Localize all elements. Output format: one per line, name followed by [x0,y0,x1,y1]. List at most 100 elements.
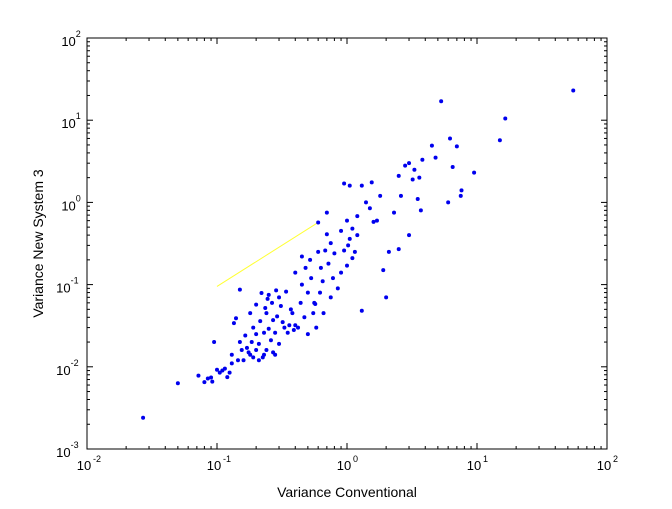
y-tick-exponent: -3 [71,440,79,450]
x-tick-exponent: -2 [93,454,101,464]
data-point [231,321,236,326]
data-point [355,214,360,219]
series-points-group [141,88,576,420]
data-point [298,300,303,305]
data-point [330,276,335,281]
x-tick-base: 10 [207,458,221,473]
data-point [381,268,386,273]
data-point [215,367,219,372]
data-point [262,352,267,357]
data-point [229,361,234,366]
data-point [175,381,180,386]
data-point [313,302,318,307]
y-tick-base: 10 [56,281,70,296]
data-point [275,314,280,319]
data-point [234,316,238,321]
data-point [266,326,271,331]
data-point [345,218,349,223]
data-point [229,352,234,357]
data-point [571,88,576,93]
x-tick-base: 10 [337,458,351,473]
data-point [332,251,337,256]
data-point [280,320,285,325]
data-point [290,311,295,316]
x-tick-exponent: 1 [483,454,488,464]
data-point [326,261,331,266]
data-point [270,300,275,305]
data-point [291,328,296,333]
data-point [262,330,267,335]
data-point [212,340,217,345]
data-point [296,325,301,330]
data-point [141,415,146,420]
reference-line [216,222,319,287]
data-point [328,241,333,246]
data-point [235,358,240,363]
data-point [259,291,264,296]
y-tick-label: 10 -2 [56,358,78,378]
data-point [248,352,253,357]
data-point [225,375,230,380]
data-point [359,308,364,313]
data-point [299,282,304,287]
data-point [359,183,364,188]
data-point [237,287,242,292]
data-point [254,302,259,307]
data-point [258,319,263,324]
data-point [249,340,254,345]
data-point [503,116,508,121]
data-point [417,175,422,180]
data-point [303,265,308,270]
data-point [293,323,298,328]
x-tick-label: 10 1 [467,454,488,473]
data-point [364,200,368,205]
data-point [407,233,412,238]
y-tick-exponent: -2 [71,358,79,368]
data-point [248,311,253,316]
data-point [369,180,374,185]
axis-ticks [86,37,608,450]
data-point [324,232,329,237]
data-point [254,332,259,337]
data-point [227,370,232,375]
data-point [265,296,270,301]
data-point [284,289,289,294]
y-tick-exponent: 2 [76,29,81,39]
x-tick-base: 10 [467,458,481,473]
data-point [285,330,290,335]
y-tick-base: 10 [61,198,75,213]
data-point [458,193,463,198]
data-point [350,256,355,261]
data-point [407,161,412,166]
data-point [282,325,287,330]
data-point [320,279,325,284]
data-point [318,290,323,295]
data-point [318,265,323,270]
y-tick-exponent: 1 [76,111,81,121]
data-point [403,163,408,168]
data-point [273,352,278,357]
data-point [446,200,451,205]
y-tick-label: 10 2 [61,29,80,49]
data-point [202,380,207,385]
data-point [277,295,282,300]
x-axis-label: Variance Conventional [277,484,417,500]
data-point [266,292,271,297]
x-tick-exponent: -1 [223,454,231,464]
data-point [418,208,423,213]
data-point [263,305,268,310]
data-point [335,286,340,291]
data-point [497,138,502,143]
data-point [386,249,391,254]
data-point [305,332,310,337]
x-tick-label: 10 2 [597,454,618,473]
data-point [324,210,329,215]
y-tick-base: 10 [61,116,75,131]
data-point [398,193,403,198]
data-point [339,228,344,233]
data-point [355,233,360,238]
y-tick-base: 10 [61,34,75,49]
data-point [196,373,201,378]
